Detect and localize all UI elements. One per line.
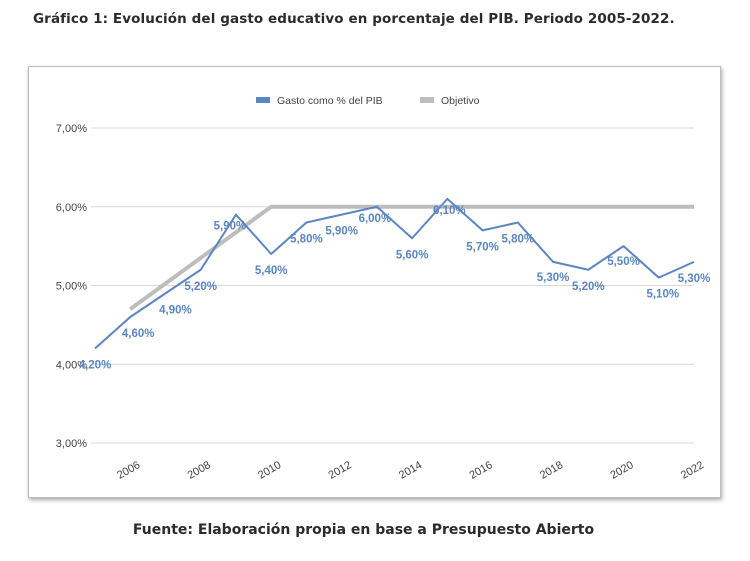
source-note: Fuente: Elaboración propia en base a Pre… [132,522,595,538]
data-label: 4,90% [159,304,192,316]
series-objetivo-line [129,204,694,311]
data-label: 5,30% [678,273,711,285]
y-tick-label: 5,00% [56,281,87,293]
data-label: 4,60% [122,328,155,340]
data-label: 5,90% [214,221,247,233]
x-tick-label: 2014 [397,459,424,482]
data-label: 5,60% [396,249,429,261]
data-label: 5,90% [325,226,358,238]
x-tick-label: 2012 [327,459,354,482]
legend: Gasto como % del PIB Objetivo [256,95,480,107]
series-gasto-line [94,197,695,350]
y-tick-label: 6,00% [56,202,87,214]
data-label: 5,70% [466,241,499,253]
chart-title: Gráfico 1: Evolución del gasto educativo… [33,11,675,27]
x-axis-ticks: 2006 2008 2010 2012 2014 2016 2018 2020 2022 [115,459,706,482]
x-tick-label: 2018 [538,459,565,482]
data-labels: 4,20%4,60%4,90%5,20%5,90%5,40%5,80%5,90%… [79,205,711,372]
data-label: 5,40% [255,265,288,277]
x-tick-label: 2020 [608,459,635,482]
y-axis-ticks: 3,00% 4,00% 5,00% 6,00% 7,00% [56,123,87,450]
data-label: 5,20% [572,281,605,293]
data-label: 6,00% [359,213,392,225]
data-label: 6,10% [433,205,466,217]
line-chart: 3,00%4,00%5,00%6,00%7,00% 2006 2008 2010 20… [56,95,711,482]
legend-label-gasto: Gasto como % del PIB [277,95,383,107]
legend-swatch-gasto [256,97,270,103]
series-lines [94,197,695,350]
x-tick-label: 2016 [467,459,494,482]
data-label: 4,20% [79,360,112,372]
data-label: 5,30% [537,272,570,284]
x-tick-label: 2010 [256,459,283,482]
y-tick-label: 4,00% [56,359,87,371]
y-tick-label: 3,00% [56,438,87,450]
x-tick-label: 2008 [186,459,213,482]
data-label: 5,80% [290,234,323,246]
y-tick-label: 7,00% [56,123,87,135]
legend-swatch-objetivo [420,97,434,103]
data-label: 5,20% [184,281,217,293]
chart-frame: 3,00% 4,00% 5,00% 6,00% 7,00% 2006 2008 2010 20… [28,66,721,498]
data-label: 5,10% [646,289,679,301]
legend-label-objetivo: Objetivo [441,95,480,107]
data-label: 5,50% [607,256,640,268]
data-label: 5,80% [502,234,535,246]
x-tick-label: 2022 [679,459,706,482]
x-tick-label: 2006 [115,459,142,482]
